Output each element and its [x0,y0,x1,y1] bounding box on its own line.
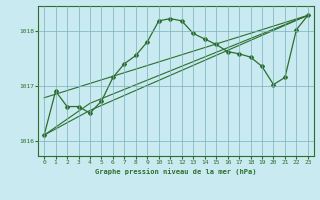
X-axis label: Graphe pression niveau de la mer (hPa): Graphe pression niveau de la mer (hPa) [95,168,257,175]
